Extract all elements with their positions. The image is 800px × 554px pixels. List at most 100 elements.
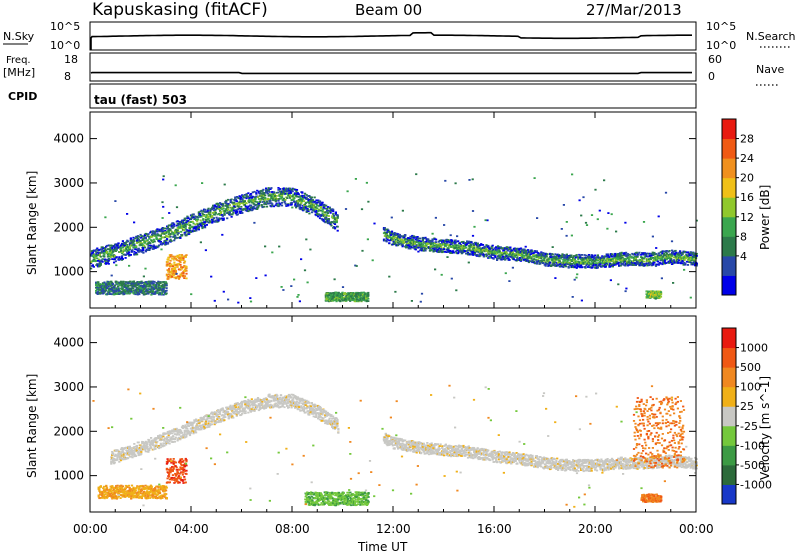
power-echo-pixel bbox=[454, 250, 457, 253]
power-echo-pixel bbox=[219, 212, 223, 215]
power-echo-pixel bbox=[181, 234, 184, 237]
power-feature-pixel bbox=[367, 297, 370, 300]
power-echo-pixel bbox=[204, 208, 207, 211]
cpid-label: CPID bbox=[8, 90, 37, 103]
power-echo-pixel bbox=[129, 237, 132, 240]
power-echo-pixel bbox=[218, 208, 221, 210]
power-echo-pixel bbox=[326, 212, 329, 214]
power-echo-pixel bbox=[271, 204, 274, 207]
power-echo-pixel bbox=[473, 244, 476, 246]
power-feature-pixel bbox=[165, 287, 168, 289]
power-echo-pixel bbox=[98, 258, 101, 261]
power-echo-pixel bbox=[457, 252, 460, 255]
power-echo-pixel bbox=[115, 249, 118, 252]
power-echo-pixel bbox=[212, 220, 215, 223]
power-echo-pixel bbox=[110, 249, 113, 251]
power-echo-pixel bbox=[165, 242, 168, 245]
power-echo-pixel bbox=[220, 217, 223, 220]
power-echo-pixel bbox=[143, 235, 146, 238]
power-echo-pixel bbox=[294, 204, 297, 207]
power-echo-pixel bbox=[185, 229, 188, 231]
power-echo-pixel bbox=[234, 203, 237, 206]
power-echo-pixel bbox=[297, 193, 300, 196]
power-echo-pixel bbox=[151, 234, 155, 237]
power-echo-pixel bbox=[445, 242, 448, 244]
power-echo-pixel bbox=[428, 242, 432, 244]
power-echo-pixel bbox=[392, 235, 395, 237]
power-echo-pixel bbox=[570, 254, 573, 257]
power-feature-pixel bbox=[167, 277, 170, 280]
power-echo-pixel bbox=[327, 220, 330, 223]
power-echo-pixel bbox=[604, 265, 607, 268]
power-feature-pixel bbox=[174, 268, 177, 271]
power-echo-pixel bbox=[412, 236, 416, 239]
power-echo-pixel bbox=[412, 244, 415, 246]
power-echo-pixel bbox=[423, 246, 426, 249]
power-echo-pixel bbox=[221, 203, 224, 206]
power-feature-pixel bbox=[178, 254, 181, 256]
power-echo-pixel bbox=[257, 204, 261, 207]
power-echo-pixel bbox=[412, 239, 415, 241]
power-echo-pixel bbox=[227, 198, 230, 201]
power-echo-pixel bbox=[151, 232, 155, 235]
power-echo-pixel bbox=[179, 223, 182, 225]
power-echo-pixel bbox=[107, 252, 110, 255]
power-echo-pixel bbox=[218, 204, 221, 207]
power-echo-pixel bbox=[423, 248, 426, 251]
power-echo-pixel bbox=[412, 246, 415, 249]
power-echo-pixel bbox=[183, 218, 186, 221]
power-echo-pixel bbox=[386, 234, 389, 237]
power-echo-pixel bbox=[201, 227, 204, 230]
power-echo-pixel bbox=[668, 250, 671, 252]
power-echo-pixel bbox=[95, 251, 98, 254]
power-echo-pixel bbox=[414, 248, 417, 251]
power-echo-pixel bbox=[405, 245, 409, 248]
power-echo-pixel bbox=[206, 210, 209, 212]
power-echo-pixel bbox=[132, 238, 135, 241]
power-echo-pixel bbox=[335, 220, 338, 223]
power-echo-pixel bbox=[332, 213, 335, 215]
power-echo-pixel bbox=[136, 250, 139, 252]
power-echo-pixel bbox=[458, 242, 462, 245]
power-echo-pixel bbox=[284, 192, 287, 195]
power-echo-pixel bbox=[219, 211, 223, 214]
power-echo-pixel bbox=[159, 238, 162, 240]
power-echo-pixel bbox=[191, 230, 194, 233]
power-feature-pixel bbox=[127, 282, 130, 285]
nsky-panel: N.Sky 10^5 10^0 10^5 10^0 N.Search bbox=[3, 20, 796, 52]
power-echo-pixel bbox=[681, 253, 684, 255]
power-echo-pixel bbox=[91, 255, 94, 257]
power-echo-pixel bbox=[202, 210, 205, 213]
power-echo-pixel bbox=[642, 260, 645, 263]
power-echo-pixel bbox=[217, 203, 220, 205]
power-echo-pixel bbox=[235, 210, 238, 213]
power-echo-pixel bbox=[470, 241, 473, 244]
power-echo-pixel bbox=[486, 249, 489, 252]
power-echo-pixel bbox=[393, 233, 396, 235]
power-echo-pixel bbox=[97, 264, 100, 267]
power-echo-pixel bbox=[166, 241, 170, 244]
power-echo-pixel bbox=[185, 234, 188, 237]
power-echo-pixel bbox=[207, 218, 210, 220]
power-echo-pixel bbox=[535, 250, 538, 253]
power-echo-pixel bbox=[301, 191, 304, 194]
power-echo-pixel bbox=[295, 206, 298, 209]
power-echo-pixel bbox=[242, 199, 245, 202]
power-echo-pixel bbox=[159, 234, 162, 237]
power-echo-pixel bbox=[466, 249, 470, 252]
power-echo-pixel bbox=[234, 209, 238, 211]
power-echo-pixel bbox=[445, 251, 448, 253]
power-echo-pixel bbox=[241, 198, 244, 201]
power-echo-pixel bbox=[318, 203, 322, 205]
power-echo-pixel bbox=[331, 215, 334, 217]
power-feature-pixel bbox=[185, 267, 188, 270]
power-echo-pixel bbox=[430, 242, 433, 244]
power-feature-pixel bbox=[138, 293, 141, 296]
power-echo-pixel bbox=[165, 232, 168, 235]
power-echo-pixel bbox=[309, 198, 312, 201]
power-echo-pixel bbox=[295, 201, 298, 204]
power-echo-pixel bbox=[436, 249, 439, 252]
power-echo-pixel bbox=[235, 200, 238, 203]
power-echo-pixel bbox=[172, 231, 175, 234]
